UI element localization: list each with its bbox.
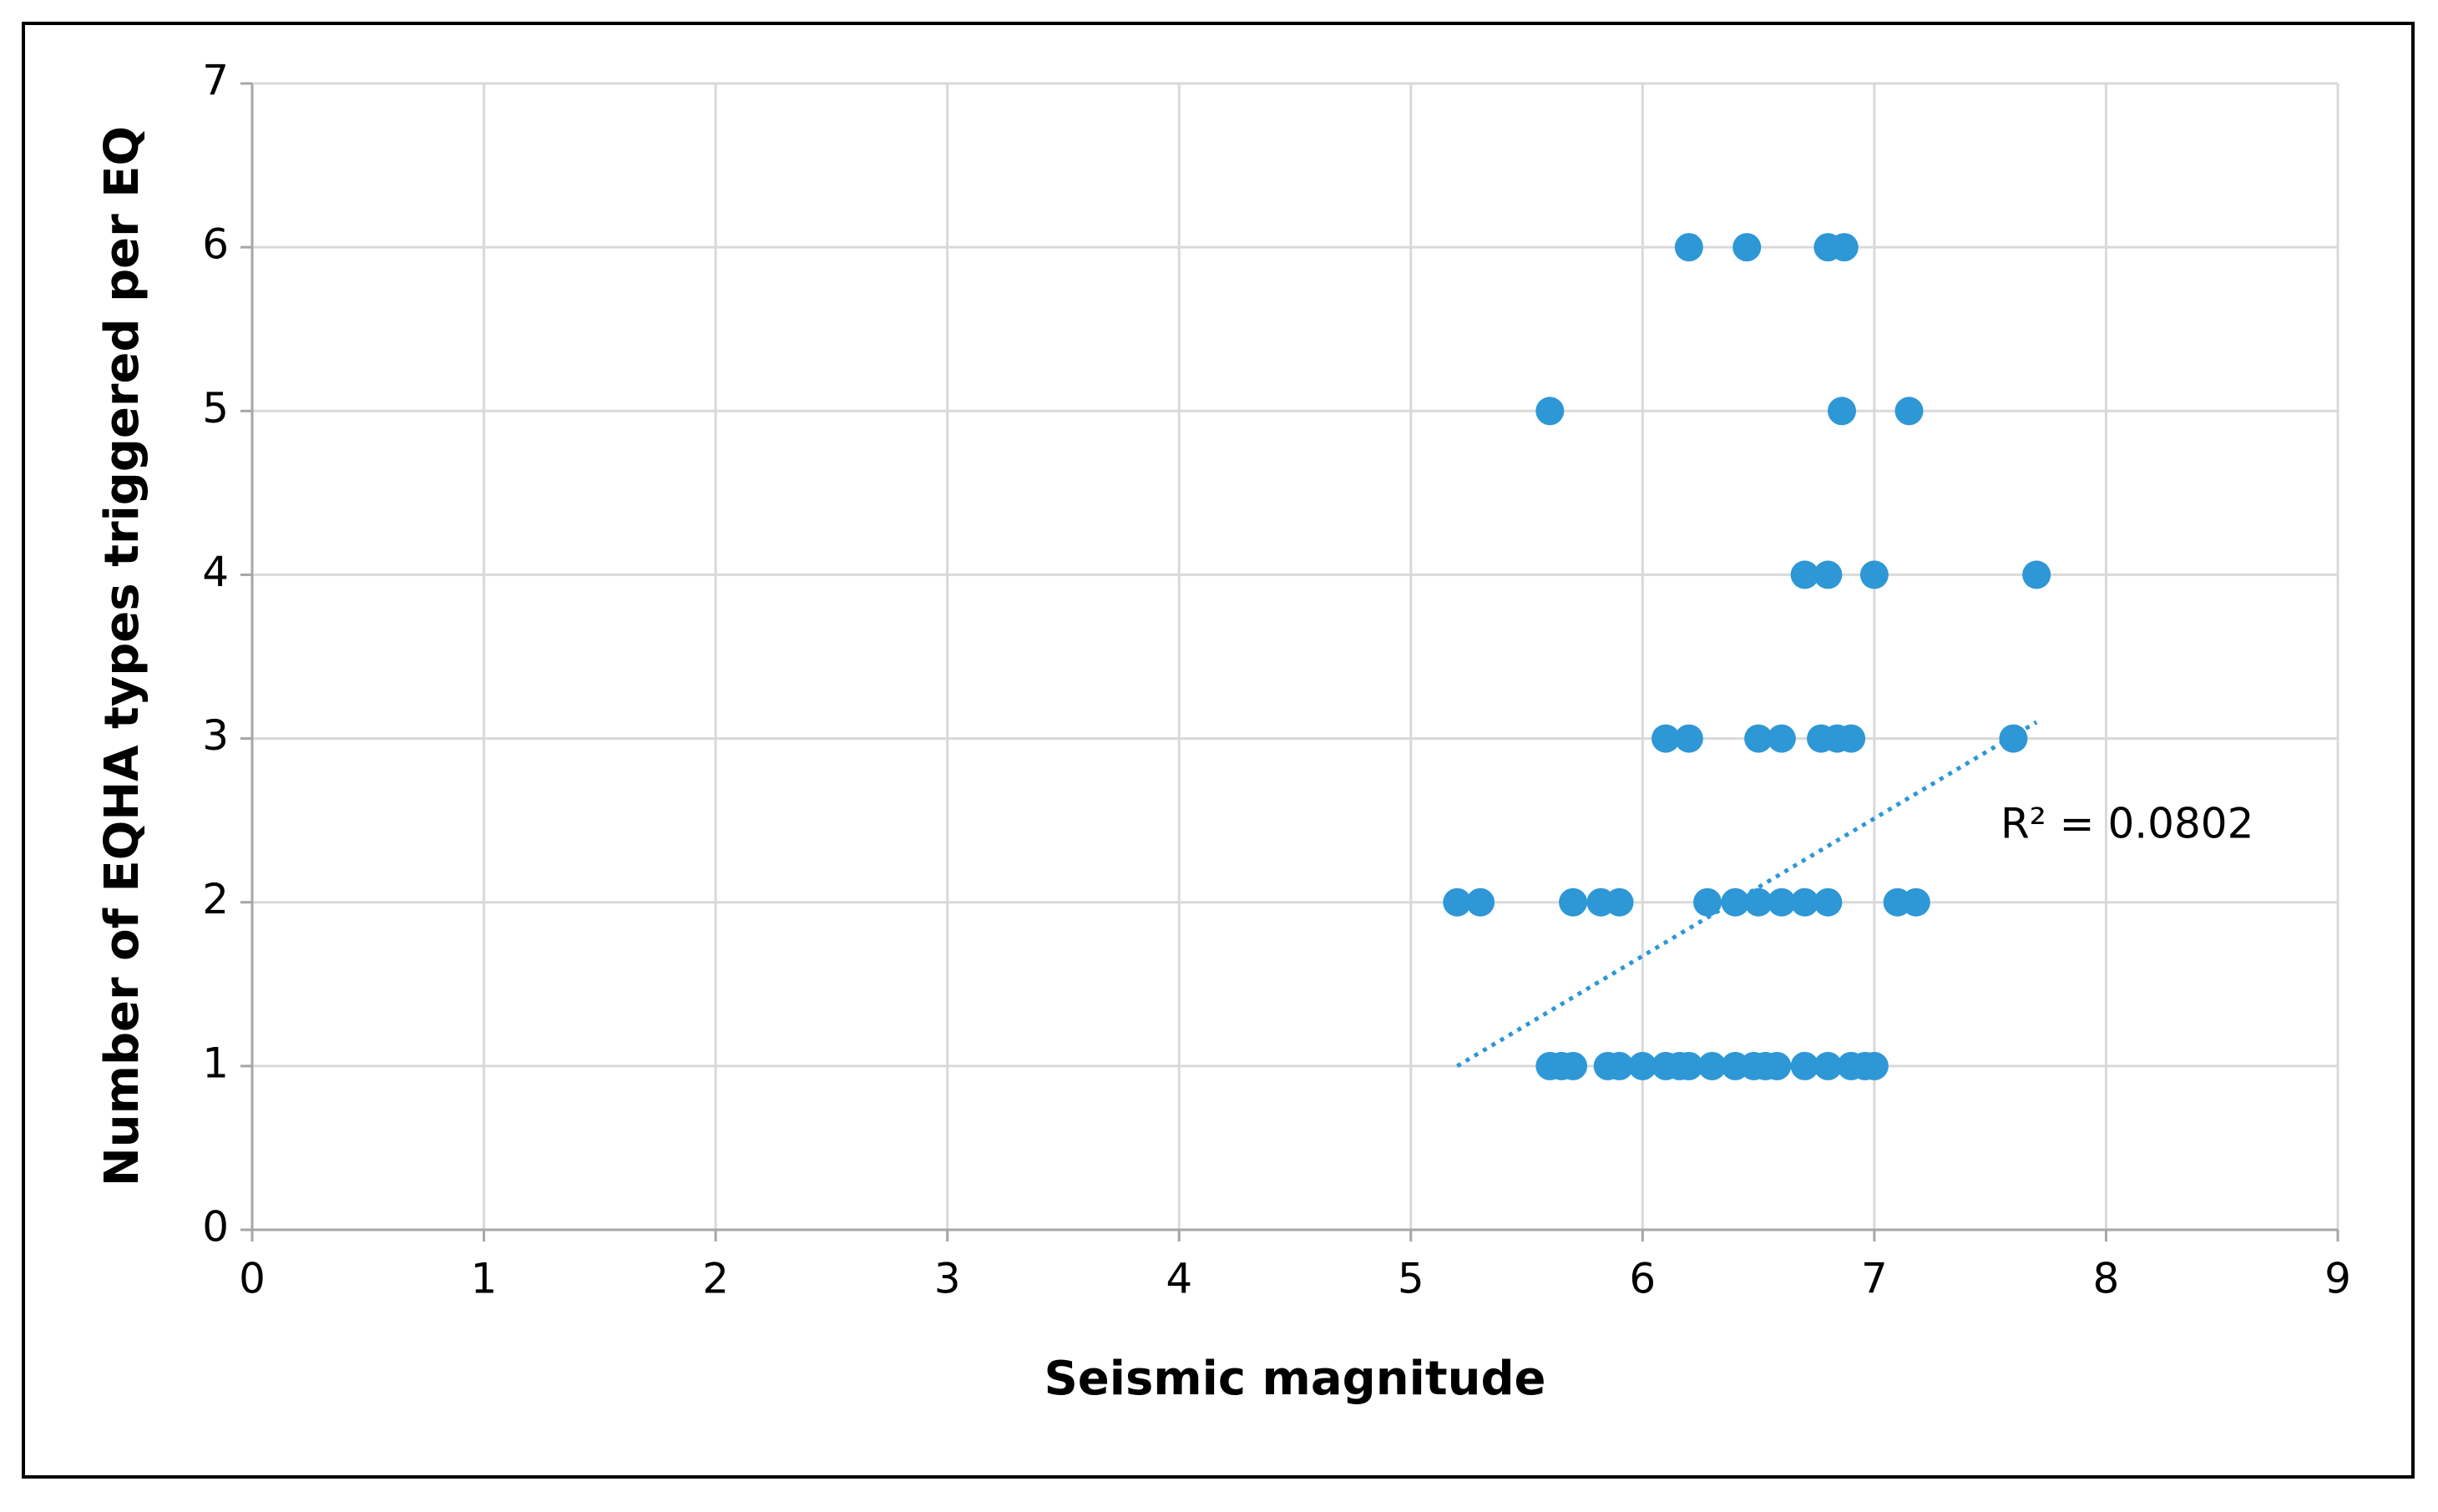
trendline [1456,720,2038,1069]
scatter-point [1443,887,1472,917]
y-tick-label: 6 [202,220,229,269]
scatter-point [1605,887,1634,917]
scatter-point [1744,887,1773,917]
scatter-point [1813,887,1843,917]
scatter-point [1559,1051,1588,1080]
scatter-point [1790,1051,1819,1080]
scatter-point [1674,724,1703,753]
scatter-point [1732,233,1762,262]
scatter-point [1828,397,1857,426]
scatter-point [1901,887,1930,917]
x-tick-label: 3 [934,1255,961,1303]
x-tick-label: 9 [2324,1255,2351,1303]
scatter-point [1813,560,1843,589]
chart-border [22,22,2415,1479]
scatter-point [1837,724,1866,753]
scatter-point [1693,887,1722,917]
scatter-point [1559,887,1588,917]
scatter-point [1813,1051,1843,1080]
y-axis-title: Number of EQHA types triggered per EQ [95,126,149,1186]
scatter-point [1767,887,1796,917]
y-tick-label: 1 [202,1039,229,1087]
x-tick-label: 6 [1629,1255,1656,1303]
scatter-point [1859,1051,1889,1080]
x-tick-label: 1 [471,1255,498,1303]
scatter-point [1651,724,1681,753]
y-tick-label: 7 [202,57,229,105]
scatter-point [1999,724,2028,753]
r-squared-annotation: R² = 0.0802 [2000,800,2253,848]
scatter-point [1674,1051,1703,1080]
x-axis-title: Seismic magnitude [1044,1352,1545,1406]
x-tick-label: 4 [1166,1255,1192,1303]
scatter-point [1894,397,1924,426]
scatter-point [1859,560,1889,589]
x-tick-label: 7 [1861,1255,1888,1303]
scatter-point [1744,724,1773,753]
scatter-point [2022,560,2051,589]
scatter-point [1790,887,1819,917]
x-tick-label: 5 [1398,1255,1424,1303]
y-tick-label: 2 [202,875,229,923]
y-tick-label: 3 [202,711,229,760]
scatter-point [1767,724,1796,753]
x-tick-label: 2 [702,1255,729,1303]
scatter-point [1605,1051,1634,1080]
y-tick-label: 4 [202,548,229,596]
x-tick-label: 8 [2093,1255,2120,1303]
scatter-point [1790,560,1819,589]
scatter-point [1829,233,1859,262]
scatter-point [1697,1051,1727,1080]
y-tick-label: 5 [202,384,229,432]
scatter-point [1674,233,1703,262]
x-tick-label: 0 [239,1255,266,1303]
scatter-point [1763,1051,1792,1080]
scatter-point [1628,1051,1657,1080]
scatter-point [1535,397,1565,426]
scatter-point [1466,887,1495,917]
y-tick-label: 0 [202,1203,229,1252]
